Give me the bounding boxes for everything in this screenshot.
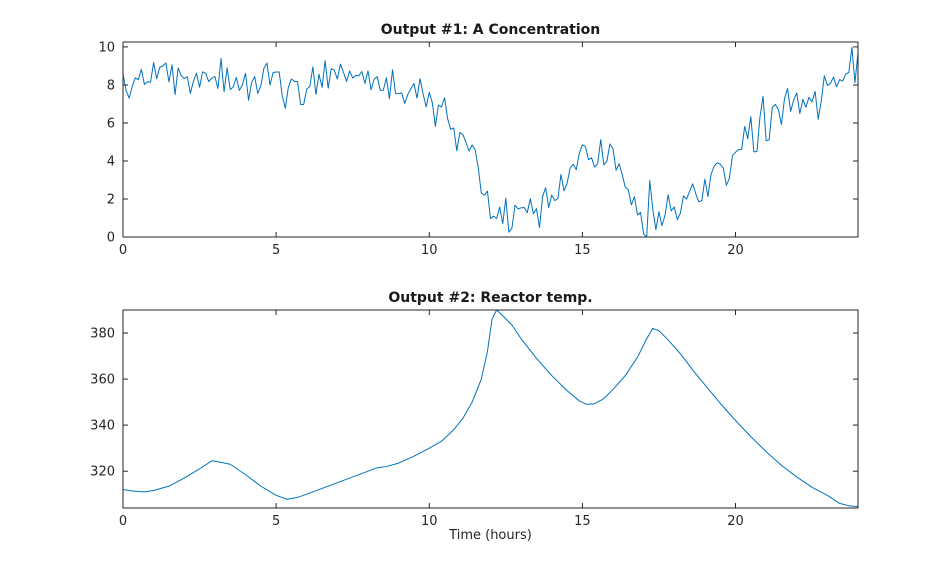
x-tick-label: 5: [272, 243, 280, 258]
chart1-title: Output #1: A Concentration: [380, 22, 601, 38]
y-tick-label: 380: [90, 327, 115, 342]
chart2-xlabel: Time (hours): [449, 528, 532, 543]
y-tick-label: 340: [90, 419, 115, 434]
y-tick-label: 360: [90, 373, 115, 388]
x-tick-label: 10: [421, 514, 438, 529]
y-tick-label: 0: [107, 231, 115, 246]
x-tick-label: 0: [119, 514, 127, 529]
y-tick-label: 8: [107, 79, 115, 94]
y-tick-label: 2: [107, 193, 115, 208]
series-line-1: [122, 46, 859, 238]
x-tick-label: 15: [574, 243, 591, 258]
x-tick-label: 0: [119, 243, 127, 258]
x-tick-label: 15: [574, 514, 591, 529]
axes-box-1: [122, 41, 859, 238]
y-tick-label: 320: [90, 465, 115, 480]
x-tick-label: 10: [421, 243, 438, 258]
chart2-title: Output #2: Reactor temp.: [388, 290, 593, 306]
y-tick-label: 10: [98, 40, 115, 55]
y-tick-label: 4: [107, 155, 115, 170]
axes-box-2: [122, 309, 859, 509]
x-tick-label: 20: [727, 514, 744, 529]
y-tick-label: 6: [107, 117, 115, 132]
x-tick-label: 5: [272, 514, 280, 529]
series-line-2: [122, 309, 859, 508]
x-tick-label: 20: [727, 243, 744, 258]
